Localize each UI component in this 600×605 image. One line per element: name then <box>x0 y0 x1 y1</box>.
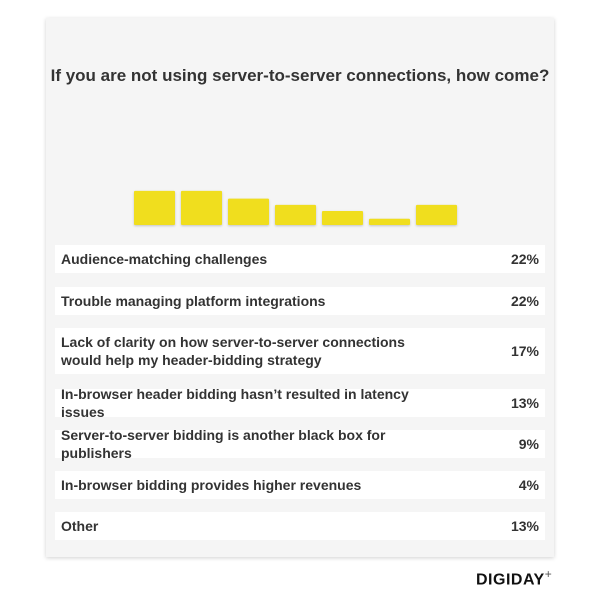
value-label: 9% <box>518 436 539 452</box>
category-label: Audience-matching challenges <box>61 251 268 267</box>
table-row: In-browser bidding provides higher reven… <box>55 471 545 499</box>
bar <box>134 190 175 225</box>
value-label: 13% <box>510 395 539 411</box>
value-label: 22% <box>510 293 539 309</box>
table-row: Lack of clarity on how server-to-server … <box>55 328 545 374</box>
digiday-logo: DIGIDAY+ <box>476 567 553 589</box>
category-label: In-browser header bidding hasn’t resulte… <box>61 386 409 420</box>
category-label: Other <box>61 518 99 534</box>
category-label: Server-to-server bidding is another blac… <box>61 427 386 461</box>
value-label: 22% <box>510 251 539 267</box>
category-label: Trouble managing platform integrations <box>61 293 326 309</box>
value-label: 4% <box>518 477 539 493</box>
bar <box>322 211 363 225</box>
bar <box>369 218 410 225</box>
table-row: Server-to-server bidding is another blac… <box>55 427 545 461</box>
category-label: Lack of clarity on how server-to-server … <box>61 334 405 368</box>
chart-card: If you are not using server-to-server co… <box>46 18 554 557</box>
table-row: Trouble managing platform integrations 22… <box>55 287 545 315</box>
value-label: 13% <box>510 518 539 534</box>
bar <box>275 204 316 225</box>
table-row: Other 13% <box>55 512 545 540</box>
bar <box>416 204 457 225</box>
bar <box>228 198 269 225</box>
bar-chart <box>134 190 457 225</box>
chart-title: If you are not using server-to-server co… <box>50 66 550 85</box>
value-label: 17% <box>510 343 539 359</box>
category-label: In-browser bidding provides higher reven… <box>61 477 362 493</box>
table-row: Audience-matching challenges 22% <box>55 245 545 273</box>
table-row: In-browser header bidding hasn’t resulte… <box>55 386 545 420</box>
bar <box>181 190 222 225</box>
